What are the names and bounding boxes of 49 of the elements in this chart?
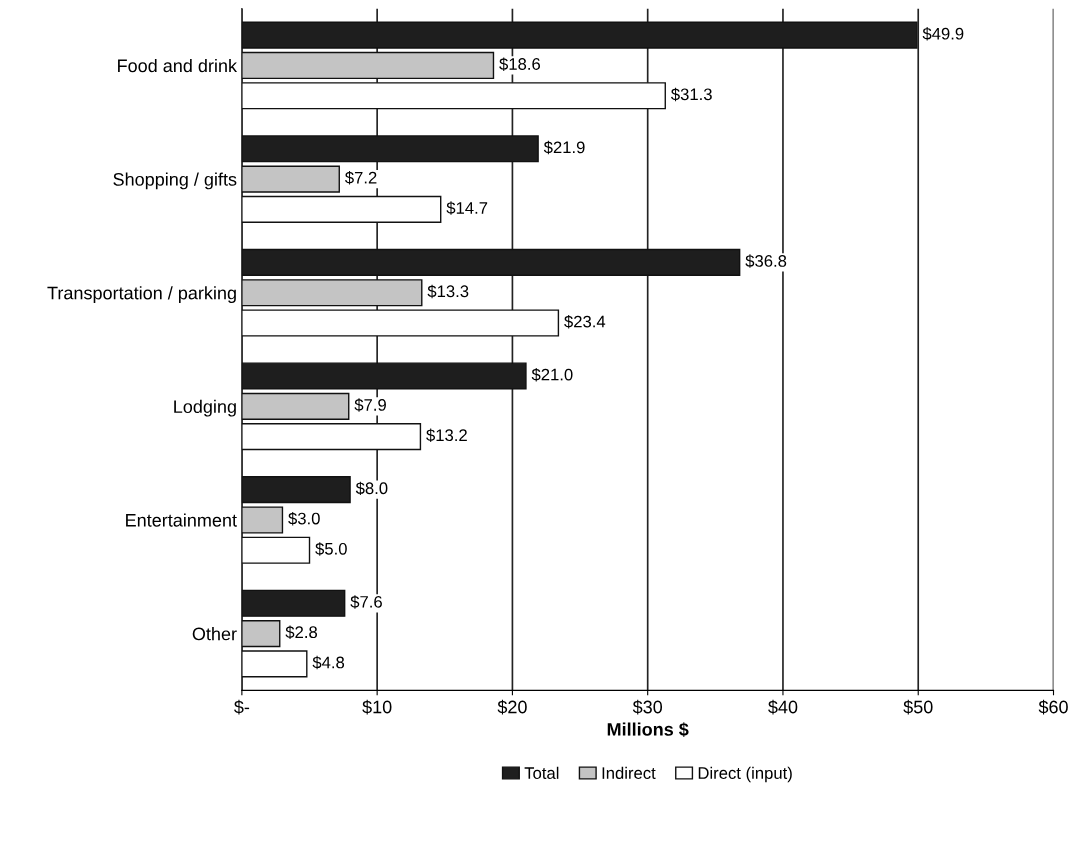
bar <box>241 589 346 617</box>
x-tick-label: $40 <box>768 699 798 715</box>
x-tick-label: $30 <box>632 699 663 715</box>
y-tick-label: Shopping / gifts <box>113 172 237 190</box>
bar <box>241 165 340 193</box>
x-axis-title: Millions $ <box>607 722 689 737</box>
data-label: $23.4 <box>564 314 606 329</box>
data-label: $7.2 <box>345 171 377 185</box>
bar <box>241 476 351 504</box>
bar <box>241 82 666 110</box>
bar <box>241 620 281 648</box>
data-label: $7.9 <box>354 398 386 412</box>
x-tick-label: $10 <box>362 699 392 715</box>
bar <box>241 536 311 564</box>
bar <box>241 51 495 80</box>
bar <box>241 423 422 451</box>
data-label: $7.6 <box>350 595 382 609</box>
data-label: $3.0 <box>288 511 320 526</box>
bar <box>241 195 442 223</box>
data-label: $13.2 <box>426 428 467 443</box>
bar <box>241 309 560 337</box>
data-label: $36.8 <box>745 254 787 268</box>
y-tick-label: Other <box>192 627 237 641</box>
legend-label: Direct (input) <box>698 766 792 783</box>
data-label: $4.8 <box>312 655 345 670</box>
data-label: $13.3 <box>427 284 469 299</box>
x-tick-label: $- <box>234 699 250 715</box>
legend-label: Total <box>524 766 559 779</box>
data-label: $21.9 <box>543 140 585 155</box>
data-label: $18.6 <box>499 57 541 71</box>
data-label: $31.3 <box>671 87 712 102</box>
y-tick-label: Entertainment <box>126 513 237 527</box>
data-label: $21.0 <box>531 368 573 382</box>
bar <box>241 506 284 534</box>
y-tick-label: Food and drink <box>118 58 238 73</box>
bar <box>241 392 350 420</box>
data-label: $8.0 <box>355 481 388 496</box>
x-tick-label: $50 <box>903 699 933 715</box>
x-tick-label: $60 <box>1038 699 1068 715</box>
y-tick-label: Transportation / parking <box>47 286 236 303</box>
y-tick-label: Lodging <box>174 399 236 417</box>
data-label: $49.9 <box>922 27 964 41</box>
data-label: $2.8 <box>285 625 318 640</box>
x-tick-label: $20 <box>497 699 527 715</box>
data-label: $5.0 <box>315 542 347 556</box>
data-label: $14.7 <box>446 201 488 215</box>
bar <box>241 650 308 678</box>
legend-label: Indirect <box>602 766 656 779</box>
bar <box>241 279 423 307</box>
